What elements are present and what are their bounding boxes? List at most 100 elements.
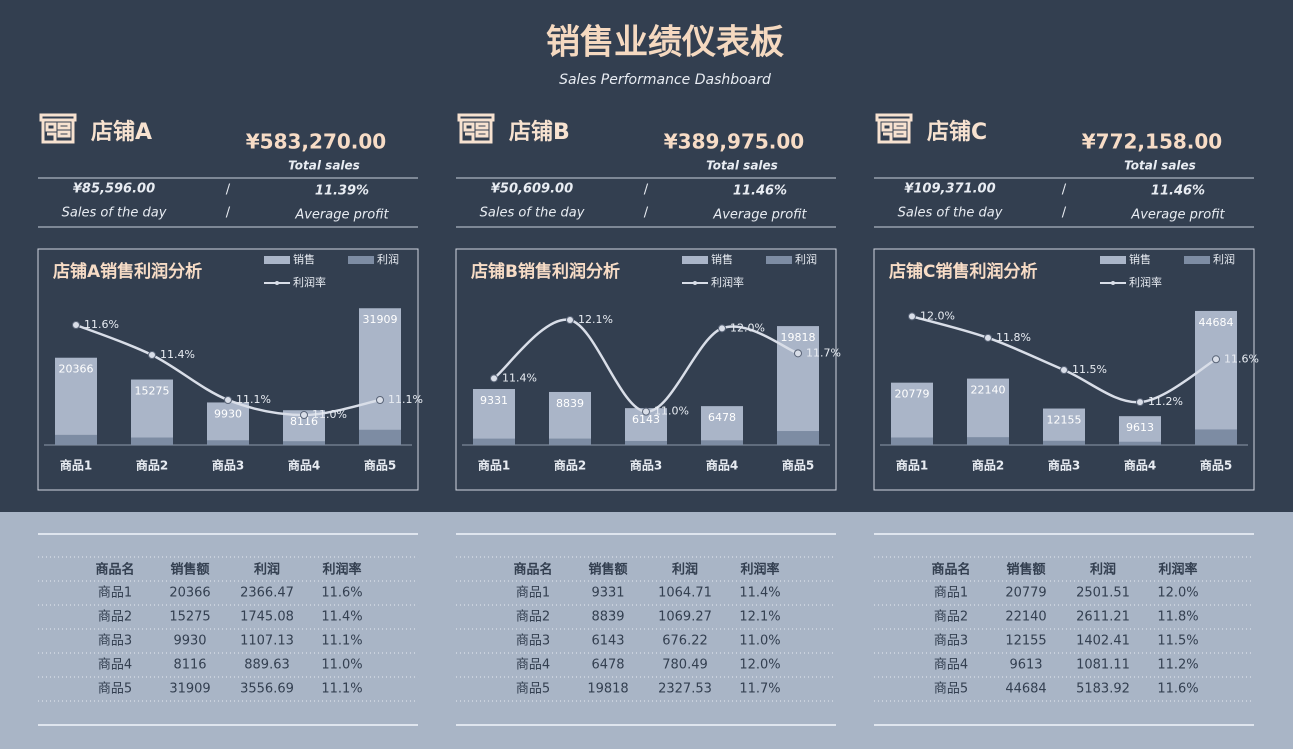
day-sales: ¥85,596.00 <box>73 182 155 197</box>
table-header: 商品名 <box>95 562 134 578</box>
bar-label: 8839 <box>556 397 584 410</box>
separator: / <box>644 206 649 221</box>
page-title: 销售业绩仪表板 <box>546 23 784 63</box>
table-cell: 6143 <box>591 634 624 649</box>
x-tick-label: 商品5 <box>782 458 814 473</box>
rate-label: 11.0% <box>654 405 689 418</box>
profit-bar <box>967 437 1009 445</box>
bar-label: 20366 <box>59 363 94 376</box>
bar-label: 9930 <box>214 407 242 420</box>
table-cell: 商品1 <box>98 586 132 601</box>
table-cell: 2366.47 <box>240 586 294 601</box>
average-profit: 11.46% <box>733 184 787 199</box>
rate-label: 11.4% <box>502 371 537 384</box>
x-tick-label: 商品3 <box>1048 458 1080 473</box>
sales-bar <box>891 382 933 445</box>
table-cell: 商品1 <box>516 586 550 601</box>
table-cell: 676.22 <box>662 634 708 649</box>
profit-bar <box>207 440 249 445</box>
table-cell: 商品1 <box>934 586 968 601</box>
legend-dot <box>1111 281 1115 285</box>
table-cell: 11.8% <box>1157 610 1198 625</box>
chart-title: 店铺B销售利润分析 <box>471 261 620 282</box>
sales-bar <box>967 378 1009 445</box>
total-sales-label: Total sales <box>706 159 778 173</box>
store-icon <box>39 113 77 144</box>
store-icon <box>457 113 495 144</box>
average-profit-label: Average profit <box>1130 208 1225 223</box>
separator: / <box>1062 206 1067 221</box>
table-cell: 19818 <box>587 682 628 697</box>
legend-label: 利润率 <box>1129 275 1162 289</box>
table-cell: 商品5 <box>934 682 968 697</box>
rate-label: 11.4% <box>160 348 195 361</box>
legend-swatch <box>1100 256 1126 264</box>
rate-label: 12.0% <box>730 321 765 334</box>
profit-bar <box>1195 429 1237 445</box>
table-cell: 11.6% <box>1157 682 1198 697</box>
table-cell: 11.0% <box>739 634 780 649</box>
legend-label: 销售 <box>711 252 733 266</box>
rate-point <box>1212 355 1220 364</box>
legend-label: 利润 <box>795 252 817 266</box>
bar-label: 12155 <box>1047 414 1082 427</box>
x-tick-label: 商品1 <box>896 458 928 473</box>
table-cell: 2611.21 <box>1076 610 1130 625</box>
bar-label: 15275 <box>135 385 170 398</box>
rate-label: 11.6% <box>1224 352 1259 365</box>
table-cell: 11.5% <box>1157 634 1198 649</box>
day-sales-label: Sales of the day <box>898 206 1003 221</box>
table-cell: 8839 <box>591 610 624 625</box>
table-cell: 20366 <box>169 586 210 601</box>
table-cell: 9613 <box>1009 658 1042 673</box>
profit-bar <box>1043 440 1085 445</box>
rate-point <box>984 333 992 342</box>
rate-label: 12.0% <box>920 309 955 322</box>
rate-point <box>376 396 384 404</box>
table-cell: 2501.51 <box>1076 586 1130 601</box>
table-cell: 12.0% <box>1157 586 1198 601</box>
table-header: 利润 <box>1090 562 1116 578</box>
table-cell: 商品2 <box>516 610 550 625</box>
separator: / <box>644 183 649 198</box>
total-sales: ¥389,975.00 <box>664 130 804 154</box>
table-cell: 889.63 <box>244 658 290 673</box>
profit-bar <box>625 440 667 445</box>
x-tick-label: 商品2 <box>972 458 1004 473</box>
table-cell: 22140 <box>1005 610 1046 625</box>
sales-bar <box>55 357 97 445</box>
profit-bar <box>1119 441 1161 445</box>
rate-label: 11.8% <box>996 331 1031 344</box>
x-tick-label: 商品1 <box>478 458 510 473</box>
table-cell: 1064.71 <box>658 586 712 601</box>
table-cell: 11.2% <box>1157 658 1198 673</box>
rate-point <box>908 312 916 321</box>
table-cell: 商品4 <box>98 658 132 673</box>
rate-label: 11.0% <box>312 408 347 421</box>
table-cell: 商品5 <box>516 682 550 697</box>
rate-label: 11.6% <box>84 318 119 331</box>
table-header: 销售额 <box>1006 562 1045 578</box>
table-cell: 商品4 <box>516 658 550 673</box>
rate-point <box>566 316 574 324</box>
table-cell: 44684 <box>1005 682 1046 697</box>
table-header: 销售额 <box>170 562 209 578</box>
rate-point <box>1060 366 1068 374</box>
table-cell: 商品5 <box>98 682 132 697</box>
store-name: 店铺C <box>927 119 987 145</box>
legend-swatch <box>1184 256 1210 264</box>
legend-dot <box>275 281 279 285</box>
sales-bar <box>549 391 591 445</box>
bar-label: 44684 <box>1199 316 1234 329</box>
sales-bar <box>1195 310 1237 445</box>
table-header: 利润率 <box>322 562 361 578</box>
profit-bar <box>549 438 591 445</box>
average-profit: 11.39% <box>315 184 369 199</box>
rate-point <box>490 374 498 383</box>
bar-label: 9613 <box>1126 421 1154 434</box>
chart-frame <box>455 248 837 491</box>
x-tick-label: 商品1 <box>60 458 92 473</box>
x-tick-label: 商品2 <box>136 458 168 473</box>
legend-swatch <box>348 256 374 264</box>
legend-label: 利润 <box>377 252 399 266</box>
